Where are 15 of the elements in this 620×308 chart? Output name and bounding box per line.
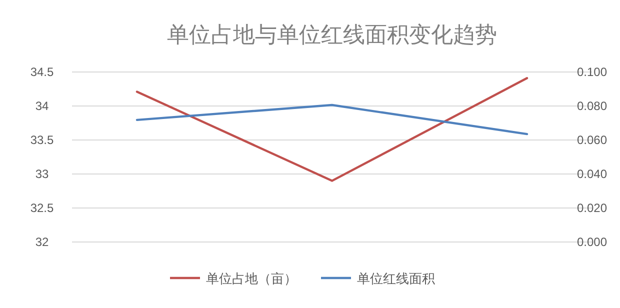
legend-label: 单位占地（亩） (206, 271, 297, 286)
y-tick-label: 34.5 (30, 65, 54, 79)
y2-tick-label: 0.060 (576, 133, 608, 147)
legend-label: 单位红线面积 (357, 271, 435, 286)
y-tick-label: 32 (35, 235, 49, 249)
y2-tick-label: 0.100 (576, 65, 608, 79)
y-tick-label: 32.5 (30, 201, 54, 215)
y2-tick-label: 0.000 (576, 235, 608, 249)
y2-tick-label: 0.020 (576, 201, 608, 215)
chart-title: 单位占地与单位红线面积变化趋势 (167, 22, 497, 47)
y-tick-label: 33 (35, 167, 49, 181)
y2-tick-label: 0.080 (576, 99, 608, 113)
y-tick-label: 33.5 (30, 133, 54, 147)
y2-tick-label: 0.040 (576, 167, 608, 181)
y-tick-label: 34 (35, 99, 49, 113)
